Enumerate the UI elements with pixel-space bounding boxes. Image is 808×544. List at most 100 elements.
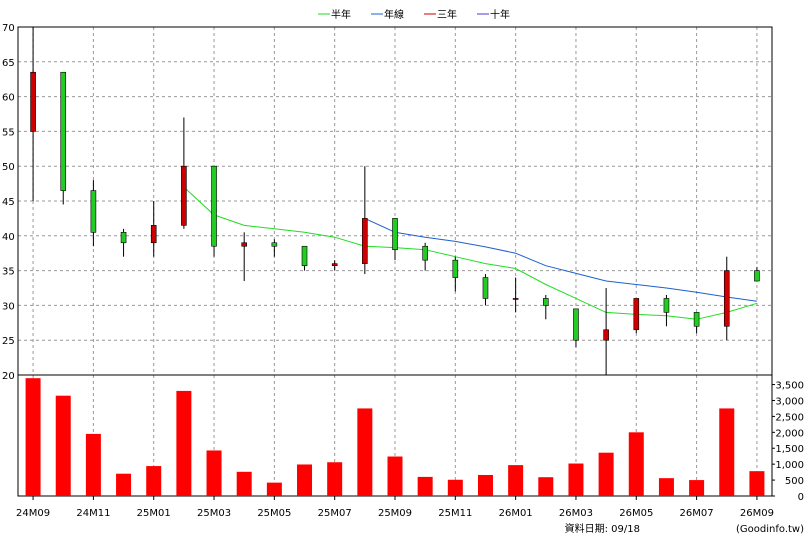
price-tick-label: 20 [2, 371, 15, 382]
volume-tick-label: 500 [785, 476, 804, 487]
volume-bar [508, 465, 524, 496]
candle-body [271, 242, 278, 247]
time-tick-label: 24M09 [16, 508, 50, 519]
time-tick-label: 25M09 [378, 508, 412, 519]
candle-body [301, 245, 308, 267]
time-tick-label: 25M03 [197, 508, 231, 519]
volume-bar [55, 395, 71, 496]
candle [241, 232, 247, 282]
candle [181, 117, 187, 229]
candle [120, 228, 127, 257]
volume-tick-label: 1,000 [775, 460, 804, 471]
time-tick-label: 26M01 [499, 508, 533, 519]
candle-body [150, 225, 157, 244]
candle [603, 288, 609, 375]
candle [60, 71, 67, 205]
candle [482, 274, 489, 306]
candle-body [362, 218, 368, 264]
price-tick-label: 50 [2, 162, 15, 173]
candle [150, 201, 157, 257]
volume-bar [387, 456, 403, 496]
ma-half-year-line [183, 186, 758, 320]
candle-body [211, 165, 217, 247]
volume-tick-label: 3,000 [775, 396, 804, 407]
candle [271, 239, 278, 257]
volume-bar [568, 463, 584, 496]
candle [663, 294, 670, 327]
price-tick-label: 60 [2, 93, 15, 104]
volume-bar [417, 476, 433, 496]
candle [452, 256, 459, 292]
time-tick-label: 25M07 [318, 508, 352, 519]
candle-body [693, 312, 700, 327]
legend-label: 半年 [331, 8, 351, 21]
volume-tick-label: 2,500 [775, 412, 804, 423]
candle-body [754, 270, 760, 282]
candle-body [723, 270, 730, 327]
footer-source: 資料日期: 09/18 [565, 522, 640, 535]
time-tick-label: 26M03 [559, 508, 593, 519]
candle-body [512, 298, 519, 300]
legend-label: 年線 [384, 8, 404, 21]
ma-year-line [364, 217, 757, 302]
candle [331, 260, 338, 271]
price-tick-label: 65 [2, 58, 15, 69]
volume-bar [176, 390, 192, 496]
candle-body [452, 259, 459, 278]
legend-item: 十年 [477, 8, 510, 21]
candle [90, 180, 97, 247]
candle [30, 27, 36, 201]
candle-body [60, 71, 67, 191]
volume-bar [658, 478, 674, 496]
volume-bar [297, 464, 313, 496]
candle [512, 277, 519, 313]
price-tick-label: 30 [2, 301, 15, 312]
volume-bar [477, 474, 493, 496]
footer-brand: (Goodinfo.tw) [736, 524, 804, 535]
candle-body [633, 298, 640, 331]
volume-tick-label: 0 [798, 492, 804, 503]
legend-item: 年線 [371, 8, 404, 21]
time-tick-label: 25M01 [137, 508, 171, 519]
candle-body [392, 218, 398, 251]
price-tick-label: 40 [2, 232, 15, 243]
volume-bar [719, 408, 735, 496]
volume-bar [357, 408, 373, 496]
grid [18, 27, 772, 496]
candle [301, 245, 308, 271]
axis-labels: 20 25 30 35 40 45 50 55 60 65 70 24M09 24M11 25M01 25M… [2, 23, 804, 519]
time-tick-label: 25M11 [438, 508, 472, 519]
price-tick-label: 35 [2, 267, 15, 278]
candle [542, 294, 549, 320]
candle [392, 218, 398, 261]
candle [754, 267, 760, 282]
candle-body [603, 329, 609, 341]
moving-averages [183, 186, 758, 320]
volume-bar [85, 433, 101, 496]
legend: 半年 年線 三年 十年 [318, 8, 510, 21]
volume-bar [538, 477, 554, 496]
time-tick-label: 26M05 [619, 508, 653, 519]
candle [422, 242, 428, 271]
candle-body [482, 277, 489, 299]
candle-body [663, 298, 670, 313]
legend-label: 十年 [490, 8, 510, 21]
time-tick-label: 24M11 [76, 508, 110, 519]
candle-body [542, 298, 549, 306]
candle-body [241, 242, 247, 247]
time-tick-label: 26M07 [680, 508, 714, 519]
volume-tick-label: 3,500 [775, 381, 804, 392]
volume-bar [598, 452, 614, 496]
volume-bar [116, 473, 132, 496]
candle [633, 298, 640, 334]
volume-bar [628, 432, 644, 496]
legend-item: 半年 [318, 8, 351, 21]
volume-tick-label: 1,500 [775, 444, 804, 455]
volume-bar [266, 482, 282, 496]
volume-bar [146, 466, 162, 496]
candle [573, 308, 579, 348]
candle-body [573, 308, 579, 341]
candle-body [120, 232, 127, 244]
candle-body [30, 71, 36, 132]
